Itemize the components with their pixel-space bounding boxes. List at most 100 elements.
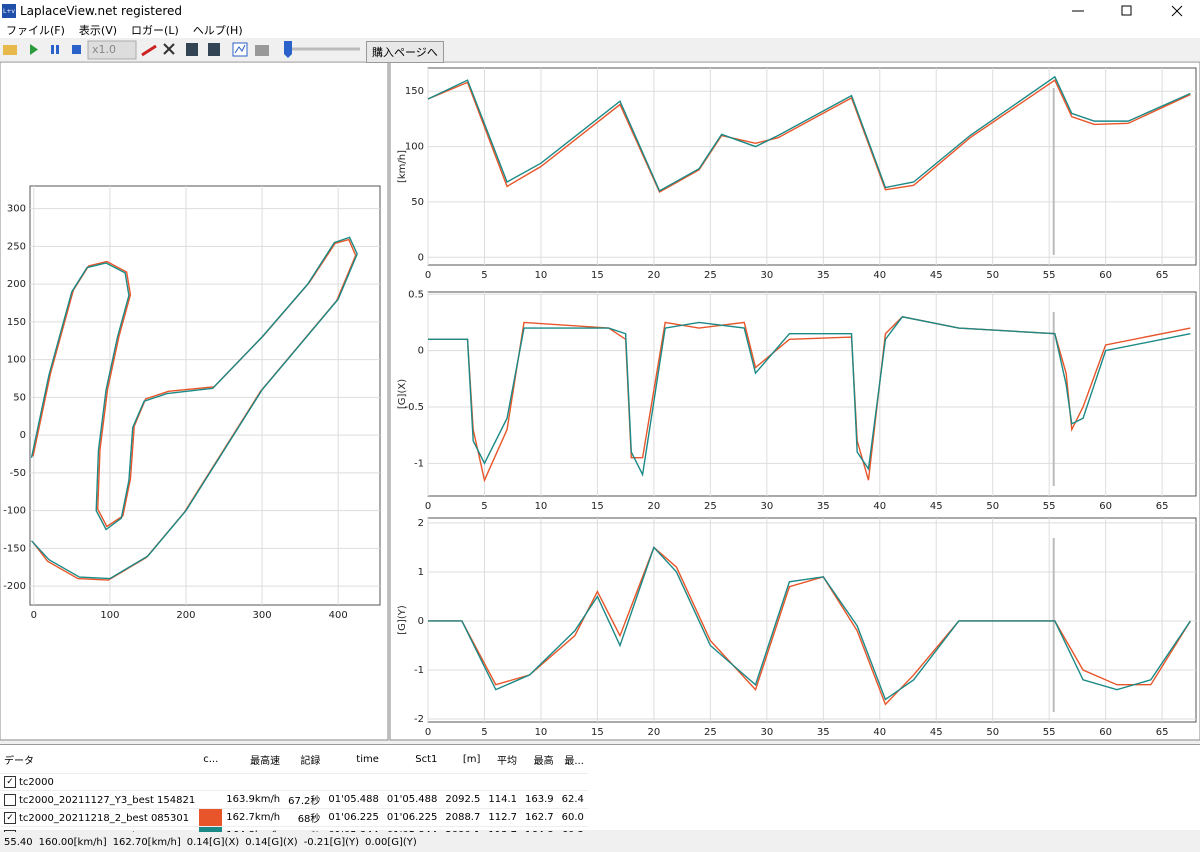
status-bar: 55.40 160.00[km/h] 162.70[km/h] 0.14[G](X) 0… [0, 832, 1200, 852]
checkbox[interactable] [4, 793, 16, 806]
y-tick-label: 300 [7, 204, 26, 215]
menu-item[interactable]: ロガー(L) [131, 24, 179, 37]
x-tick-label: 15 [591, 270, 604, 281]
status-readout: 160.00[km/h] [38, 836, 107, 848]
y-tick-label: 2 [418, 518, 424, 529]
table-cell: 162.7 [521, 808, 558, 827]
x-tick-label: 200 [176, 610, 195, 621]
x-tick-label: 60 [1099, 270, 1112, 281]
table-cell: 112.7 [484, 808, 521, 827]
table-cell: 62.4 [557, 790, 588, 809]
cell-text: 162.7 [525, 812, 554, 823]
data-row: tc2000_20211127_Y3_best 154821 163.9km/h 6… [0, 790, 588, 809]
table-cell: 01'06.225 [324, 808, 383, 827]
menu-item[interactable]: 表示(V) [78, 24, 118, 37]
svg-text:L+v: L+v [3, 8, 15, 15]
window-controls[interactable] [1060, 0, 1200, 22]
checkbox[interactable]: ✓ [4, 811, 16, 824]
status-readout: 0.14[G](X) [186, 836, 240, 848]
y-axis-label: [G](X) [397, 379, 408, 409]
y-tick-label: 0.5 [408, 289, 424, 300]
table-cell: 60.0 [557, 808, 588, 827]
table-cell: 2088.7 [441, 808, 485, 827]
table-cell: 01'05.488 [382, 790, 442, 809]
column-header: c... [199, 745, 223, 774]
checkbox[interactable]: ✓ [4, 776, 16, 788]
cell-text: 2092.5 [445, 794, 481, 805]
status-readout: -0.21[G](Y) [303, 836, 360, 848]
x-tick-label: 25 [704, 727, 717, 738]
cell-text: tc2000_20211218_2_best 085301 [19, 812, 190, 824]
x-tick-label: 25 [704, 270, 717, 281]
group-cell: ✓ tc2000 [0, 773, 588, 791]
x-tick-label: 0 [425, 501, 431, 512]
x-tick-label: 400 [329, 610, 348, 621]
cell-text: tc2000_20211127_Y3_best 154821 [19, 794, 196, 806]
column-header: 最高速 [222, 745, 285, 774]
x-tick-label: 0 [425, 270, 431, 281]
buy-button[interactable]: 購入ページへ [366, 41, 444, 63]
y-tick-label: 50 [13, 392, 26, 403]
cell-text: 2088.7 [445, 812, 481, 823]
x-tick-label: 60 [1099, 727, 1112, 738]
table-cell: 01'05.488 [324, 790, 383, 809]
status-readout: 162.70[km/h] [112, 836, 181, 848]
x-tick-label: 65 [1156, 270, 1169, 281]
app-icon: L+v [2, 4, 16, 18]
x-tick-label: 35 [817, 727, 830, 738]
y-axis-label: [G](Y) [397, 605, 408, 635]
data-line [427, 75, 1191, 192]
x-tick-label: 25 [704, 501, 717, 512]
x-tick-label: 20 [648, 727, 661, 738]
x-tick-label: 40 [873, 501, 886, 512]
speed-select[interactable]: x1.0 [92, 43, 117, 56]
status-readout: 0.00[G](Y) [365, 836, 417, 848]
x-tick-label: 55 [1043, 727, 1056, 738]
x-tick-label: 45 [930, 270, 943, 281]
x-tick-label: 100 [100, 610, 119, 621]
menu-item[interactable]: ファイル(F) [6, 24, 65, 37]
x-tick-label: 50 [986, 270, 999, 281]
y-tick-label: -200 [3, 581, 26, 592]
y-tick-label: 0 [20, 430, 26, 441]
y-tick-label: -0.5 [404, 402, 424, 413]
table-cell: 163.9 [521, 790, 558, 809]
data-line [427, 79, 1191, 193]
toolbar-icons[interactable] [0, 38, 370, 62]
cell-text: 163.9km/h [226, 794, 281, 805]
column-header: [m] [441, 745, 485, 774]
column-header: time [324, 745, 383, 774]
x-tick-label: 5 [481, 270, 487, 281]
group-row: ✓ tc2000 [0, 773, 588, 791]
cell-text: 01'06.225 [386, 812, 438, 823]
x-tick-label: 40 [873, 270, 886, 281]
y-tick-label: 0 [418, 252, 424, 263]
y-tick-label: 0 [418, 616, 424, 627]
table-cell: 2092.5 [441, 790, 485, 809]
x-tick-label: 60 [1099, 501, 1112, 512]
data-row: ✓ tc2000_20211218_2_best 085301 162.7km/h 6… [0, 808, 588, 827]
cell-text: 112.7 [488, 812, 517, 823]
cell-text: 01'06.225 [328, 812, 379, 823]
plot-area [29, 185, 381, 606]
table-cell: 162.7km/h [222, 808, 285, 827]
menu-item[interactable]: ヘルプ(H) [192, 24, 243, 37]
cell-text: 60.0 [561, 812, 584, 823]
x-tick-label: 10 [535, 501, 548, 512]
x-tick-label: 15 [591, 501, 604, 512]
toolbar: x1.0 購入ページへ [0, 38, 1200, 63]
title-bar: L+v LaplaceView.net registered [0, 0, 1200, 22]
y-tick-label: 250 [7, 241, 26, 252]
x-tick-label: 5 [481, 501, 487, 512]
column-header: 最高 [521, 745, 558, 774]
x-tick-label: 30 [760, 727, 773, 738]
cell-text: 01'05.488 [328, 794, 379, 805]
x-tick-label: 30 [760, 270, 773, 281]
x-tick-label: 35 [817, 270, 830, 281]
cell-text: 163.9 [525, 794, 554, 805]
cell-text: 62.4 [561, 794, 584, 805]
x-tick-label: 10 [535, 270, 548, 281]
column-header: 平均 [484, 745, 521, 774]
